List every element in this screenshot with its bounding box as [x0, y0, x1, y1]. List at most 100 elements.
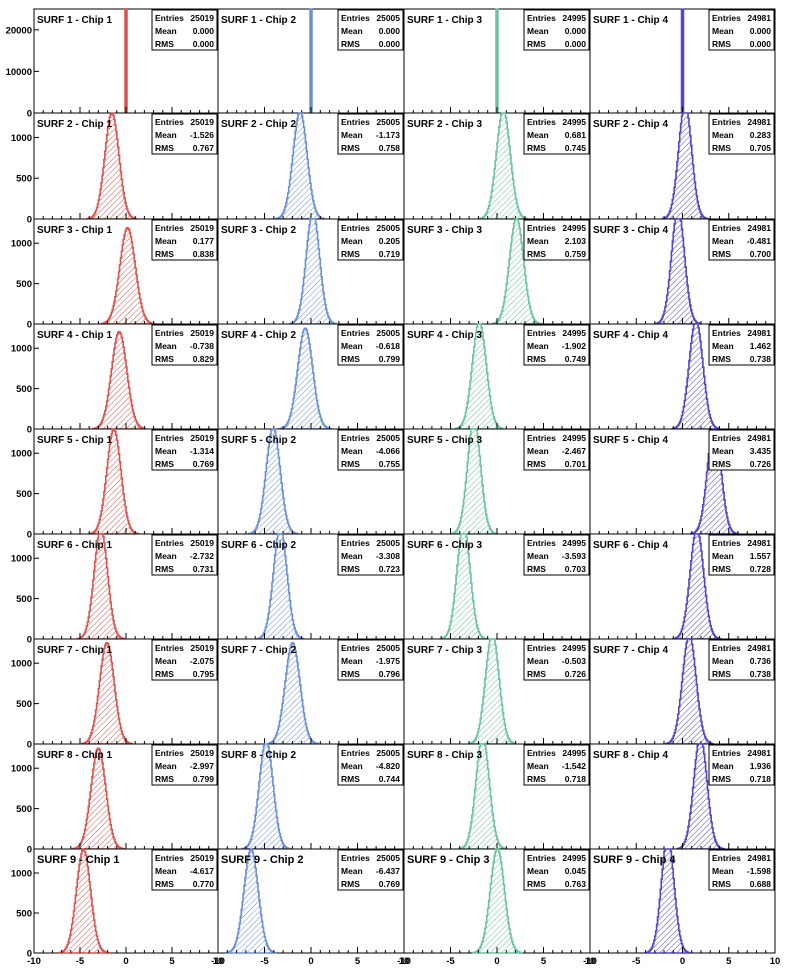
stats-box: [523, 639, 590, 681]
stat-label: RMS: [341, 39, 360, 49]
panel-title: SURF 8 - Chip 1: [37, 750, 112, 761]
stat-label: RMS: [155, 143, 174, 153]
stats-box: [151, 744, 218, 786]
stats-box: [151, 9, 218, 51]
panel-title: SURF 1 - Chip 2: [221, 15, 296, 26]
stat-value: 25019: [190, 748, 214, 758]
x-tick-label: 10: [399, 956, 410, 967]
x-tick-label: 5: [726, 956, 732, 967]
y-tick-label: 0: [27, 949, 32, 960]
stat-label: Entries: [155, 13, 184, 23]
stats-box: [708, 744, 775, 786]
stat-label: Entries: [527, 328, 556, 338]
stat-value: -1.902: [562, 341, 586, 351]
histogram-bars: [468, 638, 517, 745]
panel-6-2: SURF 6 - Chip 2 Entries 25005 Mean -3.308 RMS…: [217, 533, 405, 640]
panel-7-4: SURF 7 - Chip 4 Entries 24981 Mean 0.736 RMS 0…: [589, 638, 776, 745]
stat-value: 0.799: [193, 774, 215, 784]
stats-box: [151, 324, 218, 366]
y-tick-label: 0: [27, 320, 32, 331]
panel-title: SURF 5 - Chip 3: [407, 435, 482, 446]
stat-value: 24995: [562, 223, 586, 233]
stat-value: 0.000: [565, 26, 587, 36]
stats-box: [523, 324, 590, 366]
x-tick-label: 10: [770, 956, 781, 967]
stat-value: 0.736: [750, 656, 772, 666]
stat-value: -1.314: [190, 446, 214, 456]
panel-title: SURF 7 - Chip 2: [221, 645, 296, 656]
stat-label: RMS: [712, 143, 731, 153]
stat-value: 0.759: [565, 249, 587, 259]
panel-5-1: SURF 5 - Chip 1 Entries 25019 Mean -1.314 RMS…: [33, 428, 219, 535]
x-tick-label: 5: [169, 956, 175, 967]
stat-label: RMS: [527, 39, 546, 49]
histogram-bars: [478, 112, 529, 220]
y-tick-label: 0: [27, 740, 32, 751]
stats-box: [708, 429, 775, 471]
stat-value: 24995: [562, 643, 586, 653]
stat-value: 25019: [190, 643, 214, 653]
panel-title: SURF 6 - Chip 2: [221, 540, 296, 551]
stat-label: Entries: [527, 433, 556, 443]
stat-label: RMS: [341, 669, 360, 679]
histogram-bars: [71, 747, 125, 850]
stat-label: Mean: [155, 761, 177, 771]
stat-label: RMS: [527, 879, 546, 889]
histogram-bars: [124, 8, 128, 114]
panel-6-1: SURF 6 - Chip 1 Entries 25019 Mean -2.732 RMS…: [33, 533, 219, 640]
stat-label: RMS: [341, 774, 360, 784]
y-tick-label: 10000: [6, 67, 32, 78]
stat-value: -0.738: [190, 341, 214, 351]
stat-value: 0.728: [750, 564, 772, 574]
stat-value: 25005: [376, 117, 400, 127]
stats-box: [708, 9, 775, 51]
y-tick-label: 0: [27, 425, 32, 436]
panel-2-4: SURF 2 - Chip 4 Entries 24981 Mean 0.283 RMS 0…: [589, 112, 776, 220]
stat-label: Mean: [712, 761, 734, 771]
stat-label: Mean: [712, 130, 734, 140]
stat-value: 24995: [562, 538, 586, 548]
stat-value: 25005: [376, 223, 400, 233]
stat-value: -0.481: [747, 236, 771, 246]
panel-title: SURF 5 - Chip 2: [221, 435, 296, 446]
histogram-bars: [661, 112, 710, 220]
stat-label: Entries: [341, 13, 370, 23]
y-tick-label: 500: [16, 384, 32, 395]
stat-label: RMS: [341, 143, 360, 153]
stat-value: 0.718: [750, 774, 772, 784]
y-tick-label: 500: [16, 174, 32, 185]
stat-label: RMS: [712, 354, 731, 364]
stat-label: Mean: [527, 26, 549, 36]
stat-label: Mean: [527, 236, 549, 246]
stat-label: Mean: [341, 26, 363, 36]
stats-box: [337, 849, 404, 891]
stat-label: Mean: [712, 656, 734, 666]
panel-title: SURF 5 - Chip 4: [593, 435, 668, 446]
stat-label: Mean: [155, 236, 177, 246]
panel-title: SURF 8 - Chip 3: [407, 750, 482, 761]
stat-value: 25019: [190, 223, 214, 233]
histogram-bars: [92, 330, 147, 430]
stat-label: Entries: [341, 643, 370, 653]
y-tick-label: 1000: [11, 344, 32, 355]
panel-title: SURF 7 - Chip 4: [593, 645, 668, 656]
stat-value: -4.617: [190, 866, 214, 876]
stat-label: Entries: [527, 748, 556, 758]
stat-value: 0.726: [565, 669, 587, 679]
stat-value: 1.557: [750, 551, 772, 561]
stat-label: RMS: [527, 249, 546, 259]
stat-value: 0.829: [193, 354, 215, 364]
stat-value: 0.769: [193, 459, 215, 469]
panel-2-2: SURF 2 - Chip 2 Entries 25005 Mean -1.173 RMS…: [217, 112, 405, 220]
stat-value: 0.795: [193, 669, 215, 679]
stat-value: -1.173: [376, 130, 400, 140]
panel-3-1: SURF 3 - Chip 1 Entries 25019 Mean 0.177 RMS 0…: [33, 218, 219, 325]
stat-value: 0.769: [379, 879, 401, 889]
panel-7-3: SURF 7 - Chip 3 Entries 24995 Mean -0.503 RMS…: [403, 638, 591, 745]
histogram-bars: [472, 848, 523, 954]
panel-title: SURF 9 - Chip 1: [37, 854, 120, 866]
stat-value: 25005: [376, 13, 400, 23]
panel-5-4: SURF 5 - Chip 4 Entries 24981 Mean 3.435 RMS 0…: [589, 428, 776, 535]
stat-label: RMS: [712, 249, 731, 259]
stat-value: 0.177: [193, 236, 215, 246]
